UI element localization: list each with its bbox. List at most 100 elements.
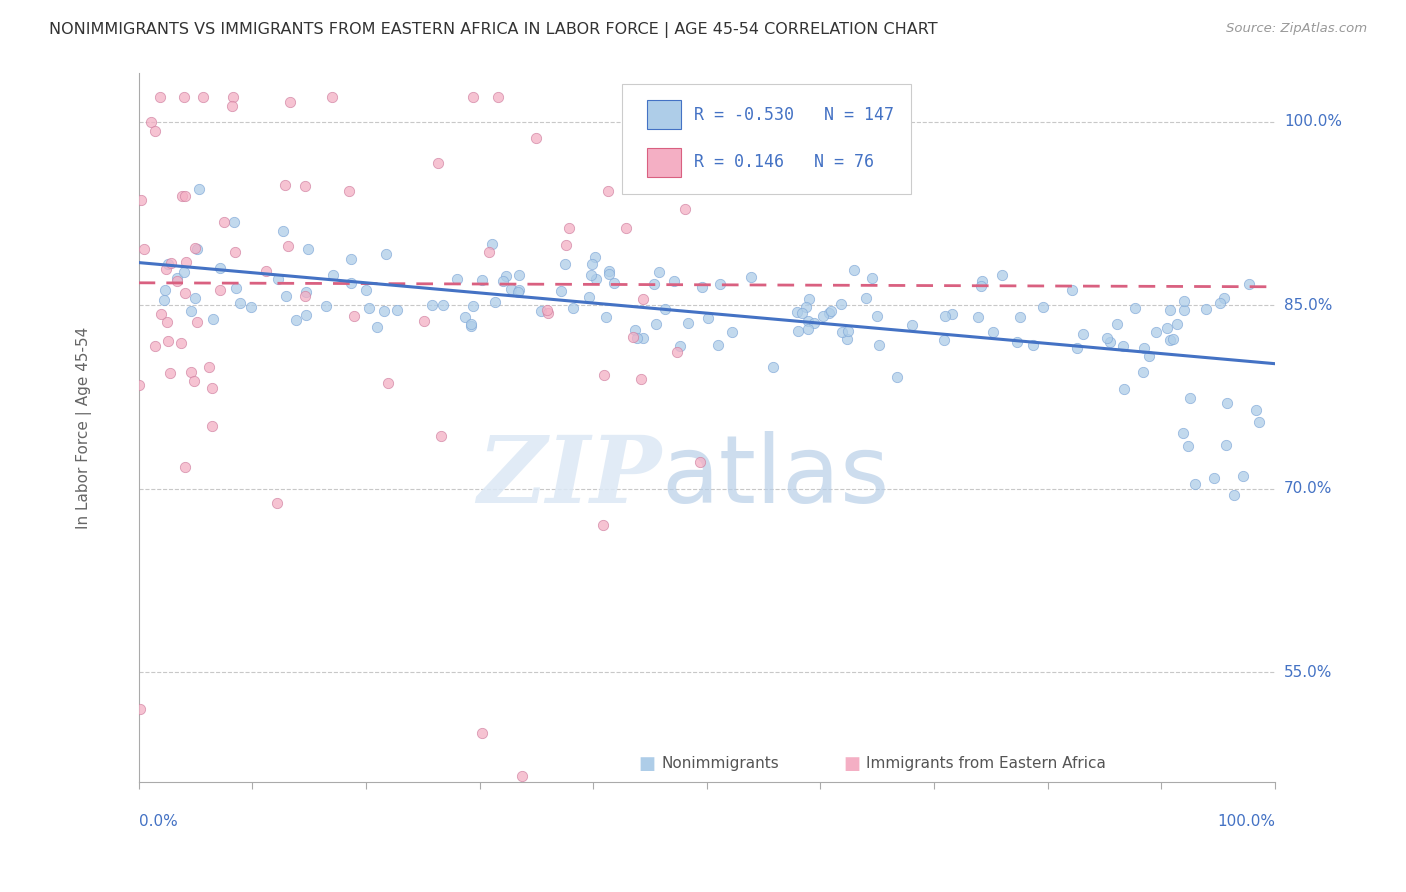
Point bbox=[354, 283, 377, 297]
Point bbox=[495, 269, 517, 284]
Point bbox=[156, 314, 179, 328]
Point bbox=[1071, 326, 1094, 341]
Point bbox=[201, 381, 224, 395]
Point bbox=[1062, 283, 1084, 297]
Point bbox=[460, 319, 482, 334]
Point bbox=[359, 301, 381, 315]
Point bbox=[266, 496, 288, 510]
Point bbox=[432, 298, 454, 312]
Point bbox=[201, 418, 224, 433]
Point bbox=[191, 90, 214, 104]
Point bbox=[720, 325, 742, 339]
Point bbox=[692, 280, 714, 294]
Point bbox=[159, 256, 181, 270]
Point bbox=[669, 339, 692, 353]
Point bbox=[797, 314, 820, 328]
Point bbox=[208, 284, 231, 298]
Point bbox=[197, 359, 219, 374]
Point bbox=[508, 283, 530, 297]
Point bbox=[285, 313, 308, 327]
Point bbox=[1132, 365, 1154, 379]
Point bbox=[633, 293, 655, 307]
Point bbox=[803, 316, 825, 330]
Point bbox=[471, 726, 494, 740]
Point bbox=[901, 318, 924, 332]
Point bbox=[801, 98, 824, 112]
Point bbox=[1166, 318, 1188, 332]
Point bbox=[794, 300, 817, 314]
Point bbox=[970, 278, 993, 293]
Point bbox=[598, 267, 620, 281]
Text: 0.0%: 0.0% bbox=[139, 814, 177, 829]
Point bbox=[842, 262, 865, 277]
Point bbox=[537, 306, 560, 320]
Point bbox=[1249, 416, 1271, 430]
Point bbox=[1184, 477, 1206, 491]
Point bbox=[295, 308, 318, 322]
Point bbox=[267, 272, 290, 286]
Point bbox=[614, 221, 637, 235]
Point bbox=[654, 301, 676, 316]
Point bbox=[150, 307, 173, 321]
Point bbox=[740, 269, 762, 284]
Text: Nonimmigrants: Nonimmigrants bbox=[661, 756, 779, 771]
Point bbox=[1066, 341, 1088, 355]
Point bbox=[1095, 331, 1118, 345]
Point bbox=[817, 306, 839, 320]
Point bbox=[561, 301, 583, 315]
Point bbox=[835, 332, 858, 346]
Point bbox=[180, 304, 202, 318]
Point bbox=[581, 268, 603, 283]
Point bbox=[1159, 333, 1181, 347]
Point bbox=[387, 302, 409, 317]
Point bbox=[1161, 332, 1184, 346]
Point bbox=[139, 115, 162, 129]
Point bbox=[240, 300, 263, 314]
Point bbox=[786, 305, 808, 319]
Point bbox=[592, 368, 614, 382]
Point bbox=[1195, 302, 1218, 317]
Point bbox=[508, 268, 530, 282]
Point bbox=[578, 290, 600, 304]
Point bbox=[446, 272, 468, 286]
Point bbox=[830, 296, 852, 310]
Point bbox=[643, 277, 665, 291]
Point bbox=[1123, 301, 1146, 315]
Point bbox=[340, 252, 363, 266]
Point bbox=[209, 260, 232, 275]
Point bbox=[224, 244, 246, 259]
Point bbox=[596, 184, 619, 198]
Point bbox=[554, 257, 576, 271]
Point bbox=[709, 277, 731, 291]
Point bbox=[797, 293, 820, 307]
Text: 85.0%: 85.0% bbox=[1284, 298, 1333, 313]
Point bbox=[1204, 471, 1226, 485]
Point bbox=[510, 769, 533, 783]
Point bbox=[868, 338, 890, 352]
Point bbox=[707, 338, 730, 352]
Point bbox=[690, 135, 713, 149]
Point bbox=[1216, 395, 1239, 409]
Point bbox=[621, 330, 644, 344]
Text: ■: ■ bbox=[638, 755, 655, 772]
FancyBboxPatch shape bbox=[621, 84, 911, 194]
Point bbox=[1173, 303, 1195, 318]
Point bbox=[426, 156, 449, 170]
Point bbox=[174, 255, 197, 269]
Point bbox=[375, 247, 398, 261]
Point bbox=[173, 460, 195, 475]
Point bbox=[941, 307, 963, 321]
Point bbox=[630, 372, 652, 386]
Point bbox=[1107, 317, 1129, 331]
Point bbox=[166, 271, 188, 285]
Point bbox=[153, 283, 176, 297]
Point bbox=[173, 90, 195, 104]
Point bbox=[1144, 325, 1167, 339]
Point bbox=[170, 336, 193, 351]
Point bbox=[1022, 337, 1045, 351]
Point bbox=[855, 291, 877, 305]
FancyBboxPatch shape bbox=[647, 101, 681, 128]
Text: Immigrants from Eastern Africa: Immigrants from Eastern Africa bbox=[866, 756, 1105, 771]
Point bbox=[689, 455, 711, 469]
Point bbox=[970, 274, 993, 288]
